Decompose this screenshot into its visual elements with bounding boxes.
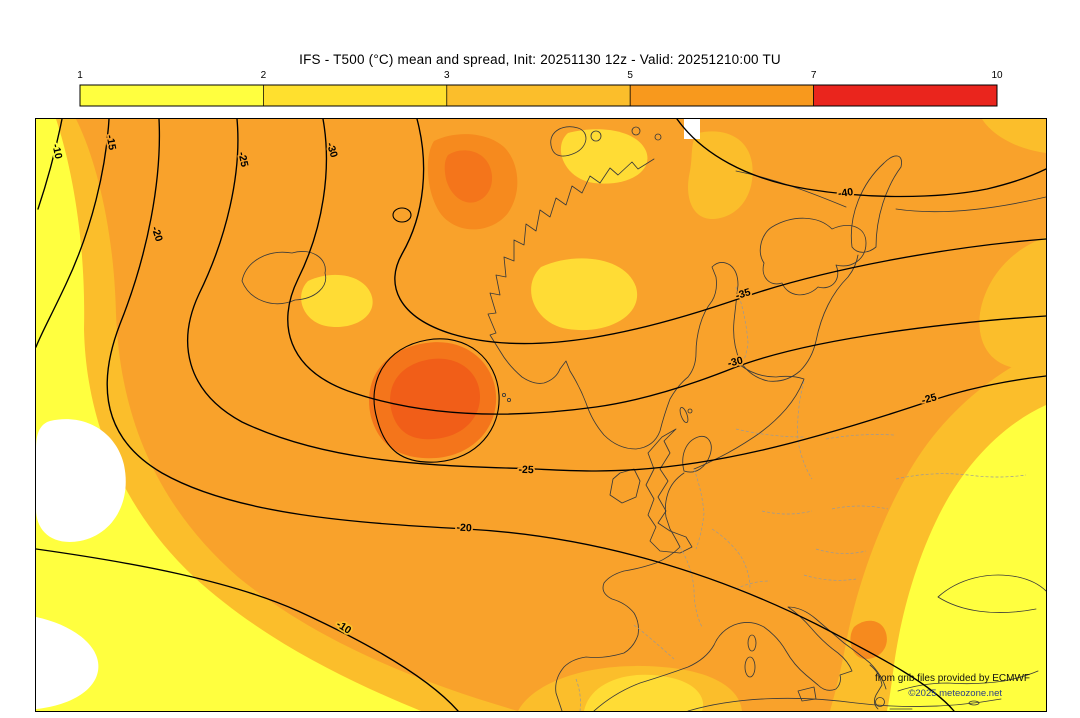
colorbar-tick: 3 <box>444 70 450 81</box>
colorbar-tick: 7 <box>811 70 817 81</box>
colorbar-tick: 1 <box>77 70 83 81</box>
coastlines <box>241 126 1046 711</box>
island-dot <box>631 126 641 136</box>
contour-line-minus25 <box>187 119 1046 472</box>
colorbar-segment <box>813 84 998 107</box>
contour-label: -10 <box>49 143 64 160</box>
coastline-baltic-south <box>693 364 805 470</box>
chart-title: IFS - T500 (°C) mean and spread, Init: 2… <box>299 52 781 67</box>
small-islands <box>501 126 980 707</box>
coastline-northsea-france-iberia <box>555 472 685 711</box>
island-sardinia <box>744 656 756 678</box>
contour-line-minus15 <box>36 119 110 348</box>
spread-region-east-yellow <box>887 405 1046 711</box>
spread-colorbar: 1 2 3 5 7 10 <box>77 70 1003 107</box>
contour-label: -25 <box>235 151 250 168</box>
contour-label: -20 <box>456 522 472 535</box>
coastline-mediterranean-italy-balkans <box>593 606 887 711</box>
map-svg: -10-15-20-25-30-10-20-25-30-35-40-25 fro… <box>36 119 1046 711</box>
coastline-great-britain <box>645 428 693 554</box>
spread-patch-north-red-core <box>444 150 493 203</box>
spread-region-east-finger-amber <box>979 237 1046 370</box>
spread-region-white-west <box>36 419 126 542</box>
colorbar-segment <box>79 84 264 107</box>
contour-line-minus10-nw <box>37 119 63 210</box>
coastline-svalbard <box>550 126 587 157</box>
colorbar-frame <box>79 84 998 107</box>
island-gotland <box>679 406 689 424</box>
spread-region-white-corner <box>36 617 99 709</box>
contour-label: -25 <box>920 391 938 407</box>
island-cyprus <box>968 700 980 706</box>
coastline-denmark <box>682 435 712 473</box>
contour-line-minus35 <box>394 119 1046 345</box>
contour-loop-small <box>392 207 412 223</box>
spread-patch-barents-amber <box>688 131 753 220</box>
colorbar-segment <box>263 84 448 107</box>
island-dot <box>654 133 662 141</box>
island-dot <box>590 130 602 142</box>
spread-patch-norwegian-sea-gold <box>301 274 373 328</box>
spread-region-white-notch <box>684 119 700 139</box>
coastline-turkey-aegean <box>897 670 1039 692</box>
island-peloponnese <box>875 697 885 707</box>
spread-shading <box>36 119 1046 711</box>
map-area: -10 -15 -20 -25 -30 -10 -20 -25 -30 -35 -40 -25 fro… <box>35 118 1047 712</box>
island-dot <box>501 392 507 398</box>
country-borders <box>575 286 1027 711</box>
contour-label: -30 <box>726 354 744 369</box>
colorbar-tick: 10 <box>991 70 1003 81</box>
spread-region-topright-amber <box>982 119 1046 153</box>
temperature-contours <box>36 119 1046 711</box>
contour-line-minus40 <box>676 119 1046 198</box>
contour-line-minus20 <box>106 119 955 711</box>
coastline-ireland <box>609 468 641 504</box>
island-dot <box>687 408 693 414</box>
colorbar-segment <box>629 84 814 107</box>
spread-region-southwest-yellow <box>36 119 421 711</box>
spread-region-bottom-gold <box>584 674 704 711</box>
contour-label: -15 <box>104 134 118 151</box>
contour-loop-atlantic <box>373 338 500 463</box>
credits-site: ©2025 meteozone.net <box>908 688 1002 699</box>
spread-patch-scandinavia-gold <box>531 258 638 331</box>
coastline-black-sea <box>937 574 1046 613</box>
spread-patch-aegean-deep-orange <box>850 620 887 659</box>
coastline-novaya-zemlya <box>850 155 902 253</box>
contour-label: -40 <box>837 186 854 200</box>
colorbar-tick: 2 <box>261 70 267 81</box>
colorbar-tick: 5 <box>627 70 633 81</box>
contour-label: -25 <box>518 464 534 477</box>
coastline-kola-white-sea <box>759 217 867 296</box>
spread-patch-arctic-gold <box>560 129 648 184</box>
island-dot <box>506 397 512 403</box>
coastline-north-africa <box>687 697 1002 711</box>
coastline-sicily <box>797 686 817 702</box>
colorbar-segment <box>446 84 631 107</box>
contour-line-minus30 <box>287 119 1046 415</box>
coastline-iceland <box>241 251 327 304</box>
spread-patch-atlantic-red-core <box>390 358 480 440</box>
contour-labels: -10-15-20-25-30-10-20-25-30-35-40-25 <box>48 132 940 638</box>
contour-line-minus10-south <box>36 548 459 711</box>
island-corsica <box>747 634 757 652</box>
credits-ecmwf: from grib files provided by ECMWF <box>875 673 1030 684</box>
